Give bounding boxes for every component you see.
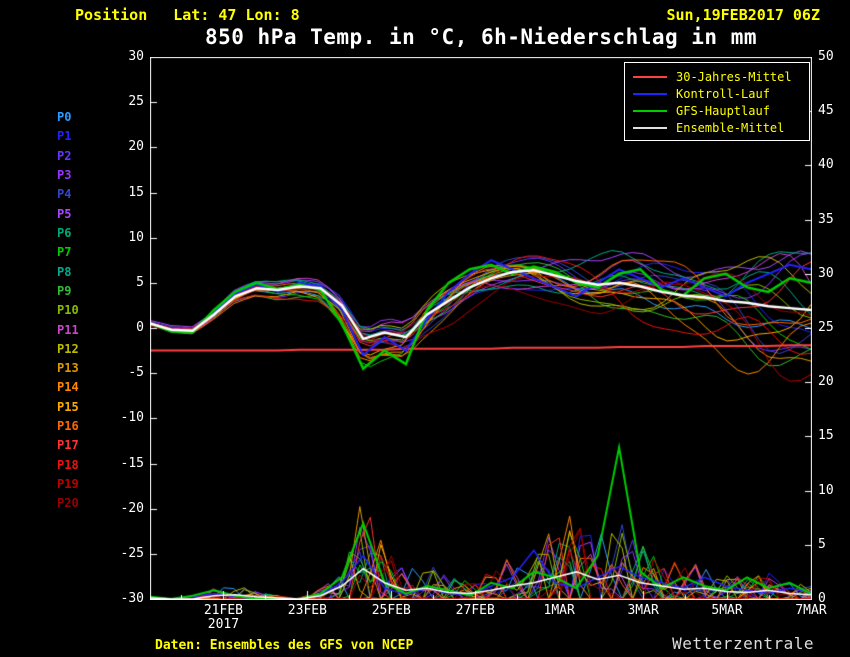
brand-label: Wetterzentrale: [672, 634, 814, 653]
temp-axis-tick-label: 15: [128, 184, 144, 200]
precip-axis-tick-label: 45: [818, 103, 834, 119]
plot-area: 30-Jahres-Mittel Kontroll-Lauf GFS-Haupt…: [150, 57, 812, 600]
temp-axis-tick-label: -5: [128, 365, 144, 381]
member-label-p19: P19: [57, 477, 79, 492]
member-label-p8: P8: [57, 264, 72, 279]
precip-axis-tick-label: 25: [818, 320, 834, 335]
precip-axis-tick-label: 50: [818, 49, 834, 64]
legend-item-label: 30-Jahres-Mittel: [676, 69, 792, 84]
member-label-p10: P10: [57, 303, 79, 318]
legend-item-label: Ensemble-Mittel: [676, 120, 785, 135]
time-axis-year-label: 2017: [207, 617, 240, 632]
time-axis-tick-label: 3MAR: [627, 603, 659, 618]
member-label-p5: P5: [57, 206, 72, 221]
precip-axis-tick-label: 20: [818, 374, 834, 390]
legend-item-mainrun: GFS-Hauptlauf: [625, 102, 809, 119]
member-label-p9: P9: [57, 283, 72, 298]
ensemble-member-list: P0 P1 P2 P3 P4 P5 P6 P7 P8 P9 P10 P11 P12 P13 P14 P15 P1…: [57, 110, 101, 520]
precip-axis-tick-label: 15: [818, 428, 834, 444]
member-label-p15: P15: [57, 399, 79, 414]
member-label-p12: P12: [57, 341, 79, 356]
chart-title: 850 hPa Temp. in °C, 6h-Niederschlag in …: [204, 25, 757, 49]
coordinates-label: Lat: 47 Lon: 8: [173, 6, 300, 24]
member-label-p11: P11: [57, 322, 79, 337]
time-axis-tick-label: 21FEB: [203, 603, 243, 618]
member-label-p13: P13: [57, 361, 79, 376]
legend-item-control: Kontroll-Lauf: [625, 85, 809, 102]
data-source-label: Daten: Ensembles des GFS von NCEP: [155, 638, 414, 653]
temp-axis-tick-label: 5: [136, 274, 144, 290]
temp-axis-tick-label: 20: [128, 139, 144, 155]
temp-axis-tick-label: -20: [120, 500, 144, 516]
precip-axis-tick-label: 30: [818, 265, 834, 281]
time-axis-tick-label: 7MAR: [795, 603, 827, 618]
run-datetime-label: Sun,19FEB2017 06Z: [666, 6, 820, 24]
member-label-p3: P3: [57, 167, 72, 182]
member-label-p4: P4: [57, 187, 72, 202]
ensemble-plot-canvas: [150, 57, 812, 600]
time-axis-tick-label: 27FEB: [455, 603, 495, 618]
legend-item-ensemblemean: Ensemble-Mittel: [625, 119, 809, 136]
legend-item-label: GFS-Hauptlauf: [676, 103, 770, 118]
member-label-p2: P2: [57, 148, 72, 163]
temp-axis-tick-label: 0: [136, 320, 144, 335]
member-label-p6: P6: [57, 225, 72, 240]
member-label-p7: P7: [57, 245, 72, 260]
temp-axis-tick-label: -25: [120, 545, 144, 561]
member-label-p17: P17: [57, 438, 79, 453]
temp-axis-tick-label: 10: [128, 229, 144, 245]
ensemblemean-line-sample: [633, 126, 667, 129]
member-label-p18: P18: [57, 457, 79, 472]
precip-axis-tick-label: 5: [818, 536, 826, 552]
temp-axis-tick-label: -30: [120, 591, 144, 606]
legend-item-climate: 30-Jahres-Mittel: [625, 68, 809, 85]
precip-axis-tick-label: 0: [818, 591, 826, 606]
temp-axis-tick-label: 30: [128, 49, 144, 64]
temp-axis-tick-label: 25: [128, 94, 144, 110]
temp-axis-tick-label: -15: [120, 455, 144, 471]
time-axis-tick-label: 5MAR: [711, 603, 743, 618]
precip-axis-tick-label: 10: [818, 482, 834, 498]
time-axis-tick-label: 23FEB: [287, 603, 327, 618]
member-label-p14: P14: [57, 380, 79, 395]
position-label: Position: [75, 6, 148, 24]
control-line-sample: [633, 92, 667, 95]
position-header: Position Lat: 47 Lon: 8: [75, 6, 300, 24]
legend: 30-Jahres-Mittel Kontroll-Lauf GFS-Haupt…: [624, 62, 810, 141]
member-label-p0: P0: [57, 110, 72, 124]
mainrun-line-sample: [633, 109, 667, 112]
precip-axis-tick-label: 40: [818, 157, 834, 173]
member-label-p16: P16: [57, 419, 79, 434]
legend-item-label: Kontroll-Lauf: [676, 86, 770, 101]
member-label-p20: P20: [57, 496, 79, 511]
time-axis-tick-label: 1MAR: [543, 603, 575, 618]
precip-axis-tick-label: 35: [818, 211, 834, 227]
temp-axis-tick-label: -10: [120, 410, 144, 426]
member-label-p1: P1: [57, 129, 72, 144]
time-axis-tick-label: 25FEB: [371, 603, 411, 618]
climate-line-sample: [633, 75, 667, 78]
